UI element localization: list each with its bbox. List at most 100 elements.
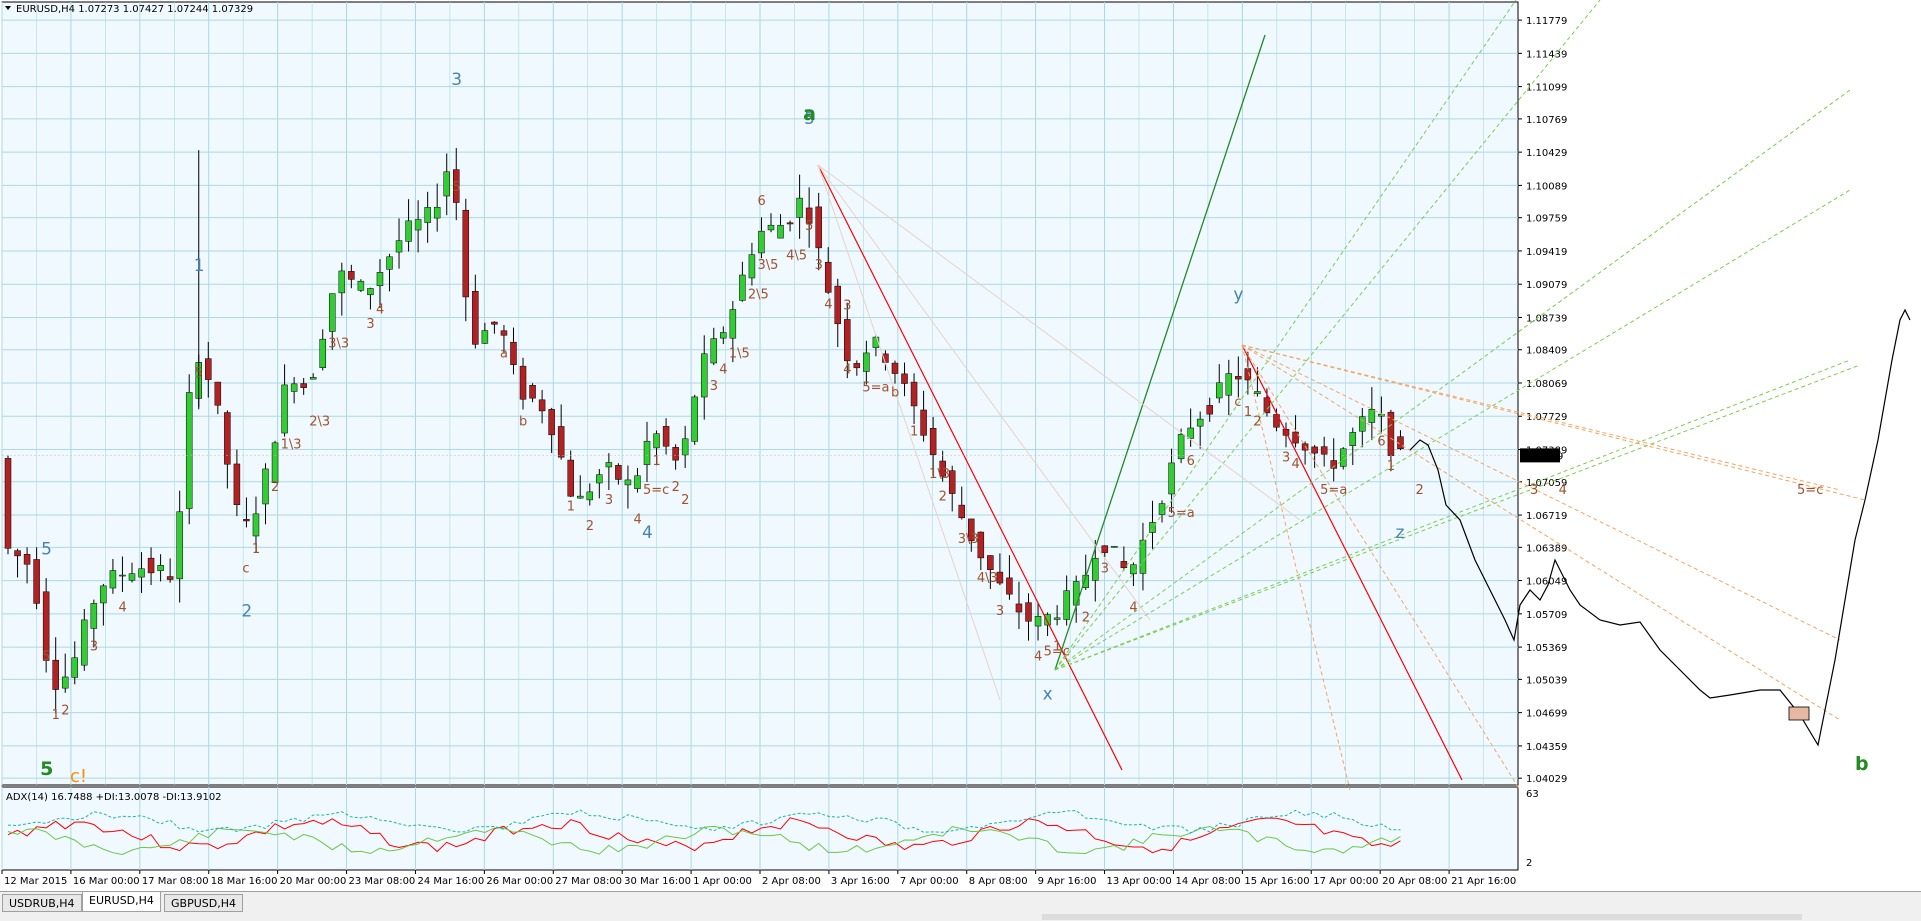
price-axis-label: 1.08739 <box>1526 313 1567 324</box>
wave-label: 1 <box>1244 405 1252 420</box>
candle-body <box>1177 433 1185 460</box>
projection-path <box>1409 308 1911 747</box>
orange-fan-line <box>1241 344 1841 491</box>
tab-eurusd[interactable]: EURUSD,H4 <box>82 892 161 912</box>
wave-label: 3 <box>843 299 851 314</box>
price-axis-label: 1.06389 <box>1526 543 1567 554</box>
candle-body <box>805 207 813 224</box>
candle-body <box>1053 617 1061 620</box>
candle-body <box>405 220 412 242</box>
candle-body <box>529 385 536 399</box>
price-axis-label: 1.11099 <box>1526 83 1567 94</box>
candle-body <box>710 338 718 364</box>
wave-label: 3\3 <box>958 532 979 547</box>
wave-label: 3\3 <box>328 336 349 351</box>
price-axis-label: 1.10089 <box>1526 181 1567 192</box>
candle-body <box>824 261 832 293</box>
candle-body <box>1139 539 1147 574</box>
candle-body <box>157 565 164 571</box>
candle-body <box>262 468 269 505</box>
wave-label: 5 <box>42 649 50 664</box>
wave-label-blue: y <box>1233 285 1243 305</box>
wave-label: 1\3 <box>929 467 950 482</box>
price-axis-label: 1.06719 <box>1526 511 1567 522</box>
wave-label: 4 <box>843 363 851 378</box>
wave-label-green: b <box>1855 753 1869 775</box>
wave-label: 4\5 <box>786 248 807 263</box>
time-axis-label: 15 Apr 16:00 <box>1244 876 1309 887</box>
chart-canvas[interactable]: 1.11779 1.11439 1.11099 1.10769 1.10429 1.100… <box>0 0 1921 891</box>
wave-label: 3 <box>1282 451 1290 466</box>
wave-label: 1\5 <box>729 346 750 361</box>
wave-label: 3 <box>90 640 98 655</box>
wave-label: 2 <box>1253 415 1261 430</box>
time-axis-label: 23 Mar 08:00 <box>349 876 416 887</box>
candle-body <box>290 383 298 392</box>
candle-body <box>548 409 555 436</box>
candle-body <box>920 409 927 436</box>
candle-body <box>519 365 527 400</box>
time-axis-label: 24 Mar 16:00 <box>417 876 484 887</box>
candle-body <box>414 219 422 231</box>
candle-body <box>777 225 784 239</box>
wave-label-blue: 5 <box>41 539 52 559</box>
candle-body <box>891 362 899 374</box>
wave-label: 1 <box>52 708 60 723</box>
candle-body <box>109 570 117 589</box>
wave-label: 4 <box>376 302 384 317</box>
wave-label: 5 <box>195 366 203 381</box>
time-axis-label: 3 Apr 16:00 <box>831 876 890 887</box>
grey-fan-line <box>817 164 1151 621</box>
wave-label: 4 <box>1034 649 1042 664</box>
candle-body <box>1216 382 1223 399</box>
price-axis-label: 1.10769 <box>1526 115 1567 126</box>
time-axis-label: 13 Apr 00:00 <box>1107 876 1172 887</box>
candle-body <box>1292 431 1299 444</box>
time-axis-label: 20 Apr 08:00 <box>1382 876 1447 887</box>
wave-label: 5=c <box>643 483 669 498</box>
wave-label: 1 <box>1053 640 1061 655</box>
time-axis-label: 20 Mar 00:00 <box>280 876 347 887</box>
candle-body <box>1196 418 1204 427</box>
candle-body <box>586 491 594 501</box>
candle-body <box>596 474 603 484</box>
wave-label: 3 <box>1530 483 1538 498</box>
indicator-max-label: 63 <box>1526 789 1539 800</box>
tab-gbpusd[interactable]: GBPUSD,H4 <box>164 894 243 912</box>
candle-body <box>968 518 975 541</box>
candle-body <box>1244 368 1252 381</box>
candle-body <box>329 293 336 332</box>
candle-body <box>872 336 880 348</box>
wave-label-blue: 2 <box>241 601 252 621</box>
price-axis-label: 1.08069 <box>1526 379 1567 390</box>
wave-label: 2 <box>1082 610 1090 625</box>
time-axis-label: 8 Apr 08:00 <box>969 876 1028 887</box>
wave-label: 4 <box>633 513 641 528</box>
wave-label: 4 <box>118 601 126 616</box>
grey-fan-line <box>817 164 1301 521</box>
price-axis-label: 1.11779 <box>1526 16 1567 27</box>
candle-body <box>81 619 88 666</box>
candles <box>4 148 1404 714</box>
candle-body <box>4 458 12 549</box>
candle-body <box>929 427 937 455</box>
horizontal-scrollbar[interactable] <box>1042 914 1802 920</box>
tab-usdrub[interactable]: USDRUB,H4 <box>2 894 82 912</box>
target-box <box>1788 706 1810 721</box>
candle-body <box>1034 616 1042 627</box>
candle-body <box>386 256 393 270</box>
candle-body <box>233 463 241 505</box>
wave-label: 1 <box>252 542 260 557</box>
current-price-label: 1.07329 <box>1522 451 1563 462</box>
candle-body <box>615 465 622 480</box>
candle-body <box>1187 427 1194 439</box>
candle-body <box>166 576 174 580</box>
orange-fan-line <box>1241 344 1866 501</box>
down-trend-line-2 <box>1241 344 1463 781</box>
adx-line <box>7 809 1401 834</box>
wave-label: 2 <box>1416 483 1424 498</box>
green-fan-line <box>1054 0 1517 671</box>
wave-label-orange: c! <box>70 766 87 787</box>
wave-label: b <box>891 385 899 400</box>
time-axis-label: 7 Apr 00:00 <box>900 876 959 887</box>
